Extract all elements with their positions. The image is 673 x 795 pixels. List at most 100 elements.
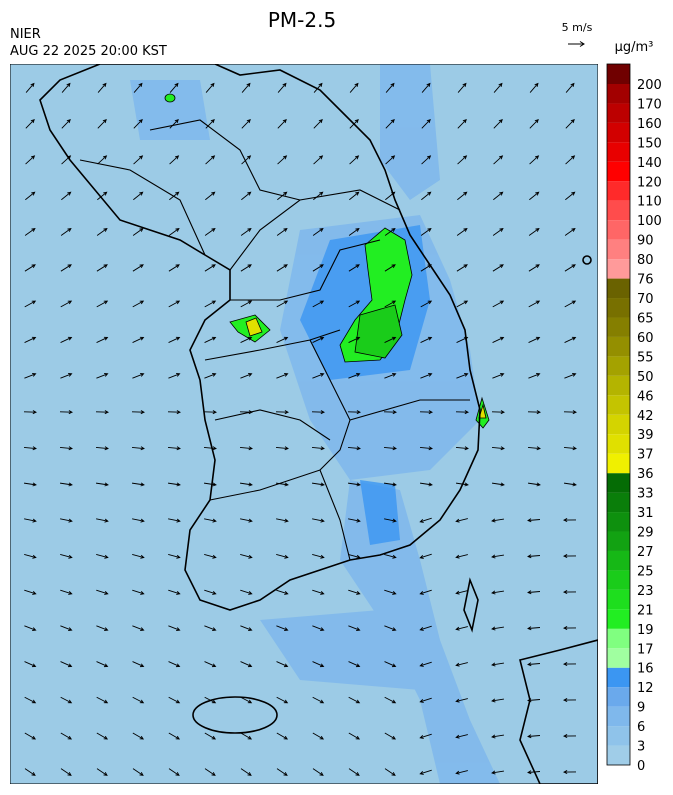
wind-arrow <box>491 734 504 739</box>
wind-arrow <box>312 227 324 236</box>
colorbar-swatch <box>607 667 630 688</box>
wind-arrow <box>491 662 504 667</box>
wind-arrow <box>276 768 288 776</box>
wind-arrow <box>60 300 73 308</box>
wind-arrow <box>96 336 109 343</box>
wind-arrow <box>96 300 109 308</box>
wind-arrow <box>59 410 73 415</box>
colorbar-label: 33 <box>637 487 654 502</box>
colorbar-label: 200 <box>637 78 662 93</box>
colorbar-swatch <box>607 550 630 571</box>
wind-arrow <box>277 191 288 201</box>
colorbar-swatch <box>607 726 630 746</box>
wind-arrow <box>60 625 73 631</box>
colorbar-swatch <box>607 589 630 610</box>
wind-arrow <box>168 300 181 308</box>
wind-arrow <box>241 155 252 165</box>
wind-arrow <box>421 118 431 129</box>
wind-arrow <box>276 732 289 740</box>
wind-arrow <box>419 625 432 631</box>
colorbar-swatch <box>607 259 630 279</box>
wind-arrow <box>276 589 289 595</box>
wind-arrow <box>312 589 325 595</box>
wind-arrow <box>240 696 253 704</box>
wind-arrow <box>96 554 109 559</box>
wind-arrow <box>563 770 577 775</box>
wind-arrow <box>168 336 181 343</box>
wind-arrow <box>491 518 504 523</box>
wind-arrow <box>565 118 575 129</box>
colorbar-label: 110 <box>637 195 662 210</box>
colorbar-label: 17 <box>637 642 654 657</box>
colorbar-label: 120 <box>637 175 662 190</box>
wind-arrow <box>528 300 541 308</box>
colorbar-swatch <box>607 745 630 765</box>
wind-arrow <box>276 373 289 379</box>
title: PM-2.5 <box>268 8 336 32</box>
wind-arrow <box>132 336 145 343</box>
wind-arrow <box>563 734 577 739</box>
coastline <box>39 64 598 784</box>
wind-arrow <box>455 482 469 487</box>
wind-arrow <box>133 191 144 201</box>
wind-arrow <box>240 732 253 740</box>
wind-arrow <box>240 300 253 308</box>
wind-arrow <box>276 264 288 272</box>
wind-arrow <box>384 336 397 343</box>
wind-arrow <box>528 227 540 236</box>
wind-arrow <box>383 482 397 487</box>
wind-arrow <box>527 698 541 703</box>
wind-arrow <box>60 518 73 523</box>
colorbar-label: 46 <box>637 389 654 404</box>
wind-arrow <box>23 482 37 487</box>
wind-arrow <box>311 482 325 487</box>
wind-arrow <box>277 118 287 129</box>
colorbar-label: 70 <box>637 292 654 307</box>
wind-arrow <box>455 626 468 631</box>
wind-arrow <box>384 768 396 776</box>
wind-arrow <box>457 118 467 129</box>
wind-arrow <box>61 118 71 129</box>
wind-arrow <box>455 770 468 775</box>
colorbar-label: 9 <box>637 701 645 716</box>
wind-arrow <box>276 661 289 668</box>
wind-arrow <box>384 732 397 740</box>
colorbar-label: 50 <box>637 370 654 385</box>
colorbar-swatch <box>607 336 630 357</box>
wind-arrow <box>492 373 505 379</box>
wind-arrow <box>492 227 504 236</box>
colorbar-swatch <box>607 200 630 221</box>
wind-arrow <box>384 554 397 559</box>
wind-arrow <box>527 770 541 775</box>
wind-arrow <box>493 191 504 201</box>
colorbar-swatch <box>607 122 630 143</box>
wind-arrow <box>241 118 251 129</box>
wind-arrow <box>240 768 252 776</box>
wind-arrow <box>24 373 37 379</box>
unit: μg/m³ <box>615 40 654 55</box>
colorbar-label: 29 <box>637 526 654 541</box>
wind-arrow <box>312 554 325 559</box>
wind-arrow <box>527 590 541 595</box>
wind-arrow <box>348 696 361 704</box>
colorbar-label: 12 <box>637 681 654 696</box>
colorbar-swatch <box>607 434 630 454</box>
wind-arrow <box>491 410 505 415</box>
colorbar-swatch <box>607 628 630 649</box>
wind-arrow <box>60 336 73 343</box>
wind-arrow <box>383 410 397 415</box>
wind-arrow <box>95 410 109 415</box>
colorbar-label: 39 <box>637 428 654 443</box>
wind-arrow <box>61 191 72 201</box>
agency: NIER <box>10 27 41 42</box>
colorbar-swatch <box>607 512 630 532</box>
wind-arrow <box>312 264 324 272</box>
wind-arrow <box>384 264 396 272</box>
wind-arrow <box>456 264 468 272</box>
wind-arrow <box>24 768 36 776</box>
wind-arrow <box>420 373 433 379</box>
wind-arrow <box>384 518 397 523</box>
wind-arrow <box>312 336 325 343</box>
wind-arrow <box>96 518 109 523</box>
wind-arrow <box>132 768 144 776</box>
